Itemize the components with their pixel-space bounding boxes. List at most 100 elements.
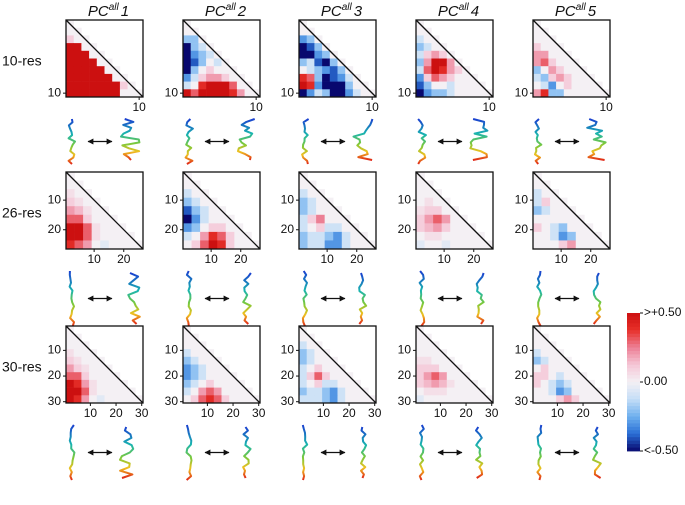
heatmap-cell [556,50,565,59]
heatmap-cell [416,223,425,233]
heatmap-cell [91,206,101,216]
colorbar-segment [627,337,640,341]
heatmap-cell [446,379,455,388]
heatmap-cell [540,73,549,82]
heatmap-cell [112,379,121,388]
heatmap-cell [314,43,323,52]
header-base: PC [321,3,342,20]
heatmap-cell [183,89,191,98]
heatmap-cell [183,395,191,404]
panel-frame [298,19,377,98]
heatmap-cell [306,66,315,75]
heatmap-cell [467,231,477,241]
y-tick-label: 10 [515,85,529,99]
column-header: PCall 3 [321,2,363,20]
heatmap-cell [221,395,230,404]
structure-sketch [352,118,374,161]
heatmap-cell [299,206,308,216]
heatmap-cell [475,240,485,250]
heatmap-cell [563,73,572,82]
heatmap-cell [579,81,588,90]
heatmap-cell [198,372,207,381]
heatmap-cell [125,240,135,250]
heatmap-cell [556,73,565,82]
heatmap-cell [314,89,323,98]
heatmap-cell [96,73,105,82]
x-tick-label: 10 [87,252,101,266]
heatmap-cell [439,73,448,82]
heatmap-cell [462,387,471,396]
structure-sketch [592,426,602,479]
heatmap-cell [208,223,218,233]
heatmap-cell [306,364,315,373]
colorbar-segment [627,440,640,445]
header-base: PC [88,3,109,20]
heatmap-cell [424,223,434,233]
heatmap-cell [439,356,448,365]
heatmap-cell [329,66,338,75]
heatmap-cell [225,231,235,241]
heatmap-cell [191,214,201,224]
x-tick-label: 20 [109,406,123,420]
y-tick-label: 30 [165,394,179,408]
heatmap-cell [541,214,551,224]
heatmap-cell [333,214,343,224]
heatmap-cell [416,356,424,365]
heatmap-cell [74,214,84,224]
heatmap-cell [533,372,541,381]
heatmap-cell [198,66,207,75]
heatmap-cell [558,223,568,233]
heatmap-cell [190,89,199,98]
heatmap-cell [586,89,595,98]
heatmap-cell [89,356,98,365]
structure-sketch [120,118,141,161]
colorbar-segment [627,350,640,355]
heatmap-cell [322,356,331,365]
heatmap-cell [579,387,588,396]
heatmap-cell [66,333,74,342]
heatmap-cell [556,66,565,75]
heatmap-cell [324,206,334,216]
heatmap-cell [314,81,323,90]
heatmap-cell [533,214,542,224]
heatmap-cell [190,387,199,396]
heatmap-cell [424,197,434,207]
header-index: 3 [354,3,363,20]
structure-sketch [67,118,76,165]
heatmap-cell [73,356,82,365]
heatmap-cell [206,66,215,75]
heatmap-cell [350,231,360,241]
x-tick-label: 20 [467,252,481,266]
heatmap-cell [190,35,199,44]
structure-sketch [586,118,607,161]
heatmap-cell [89,50,98,59]
structure-sketch [185,424,193,481]
heatmap-cell [112,73,121,82]
structure-sketch [184,118,194,165]
heatmap-cell [454,387,463,396]
colorbar-segment [627,444,640,448]
heatmap-cell [208,206,218,216]
heatmap-cell [112,387,121,396]
x-tick-label: 10 [551,406,565,420]
heatmap-cell [104,66,113,75]
structure-sketch [536,270,543,327]
heatmap-cell [548,395,557,404]
heatmap-cell [206,395,215,404]
heatmap-cell [322,372,331,381]
heatmap-cell [83,240,92,250]
heatmap-cell [314,349,323,358]
heatmap-cell [322,364,331,373]
diagonal [65,171,144,250]
heatmap-cell [307,206,317,216]
heatmap-cell [66,81,74,90]
heatmap-cell [314,379,323,388]
heatmap-cell [423,58,432,67]
heatmap-cell [462,89,471,98]
y-tick-label: 10 [165,192,179,206]
heatmap-cell [540,81,549,90]
heatmap-cell [533,58,541,67]
heatmap-cell [66,341,74,350]
heatmap-cell [416,197,425,207]
heatmap-cell [533,50,541,59]
